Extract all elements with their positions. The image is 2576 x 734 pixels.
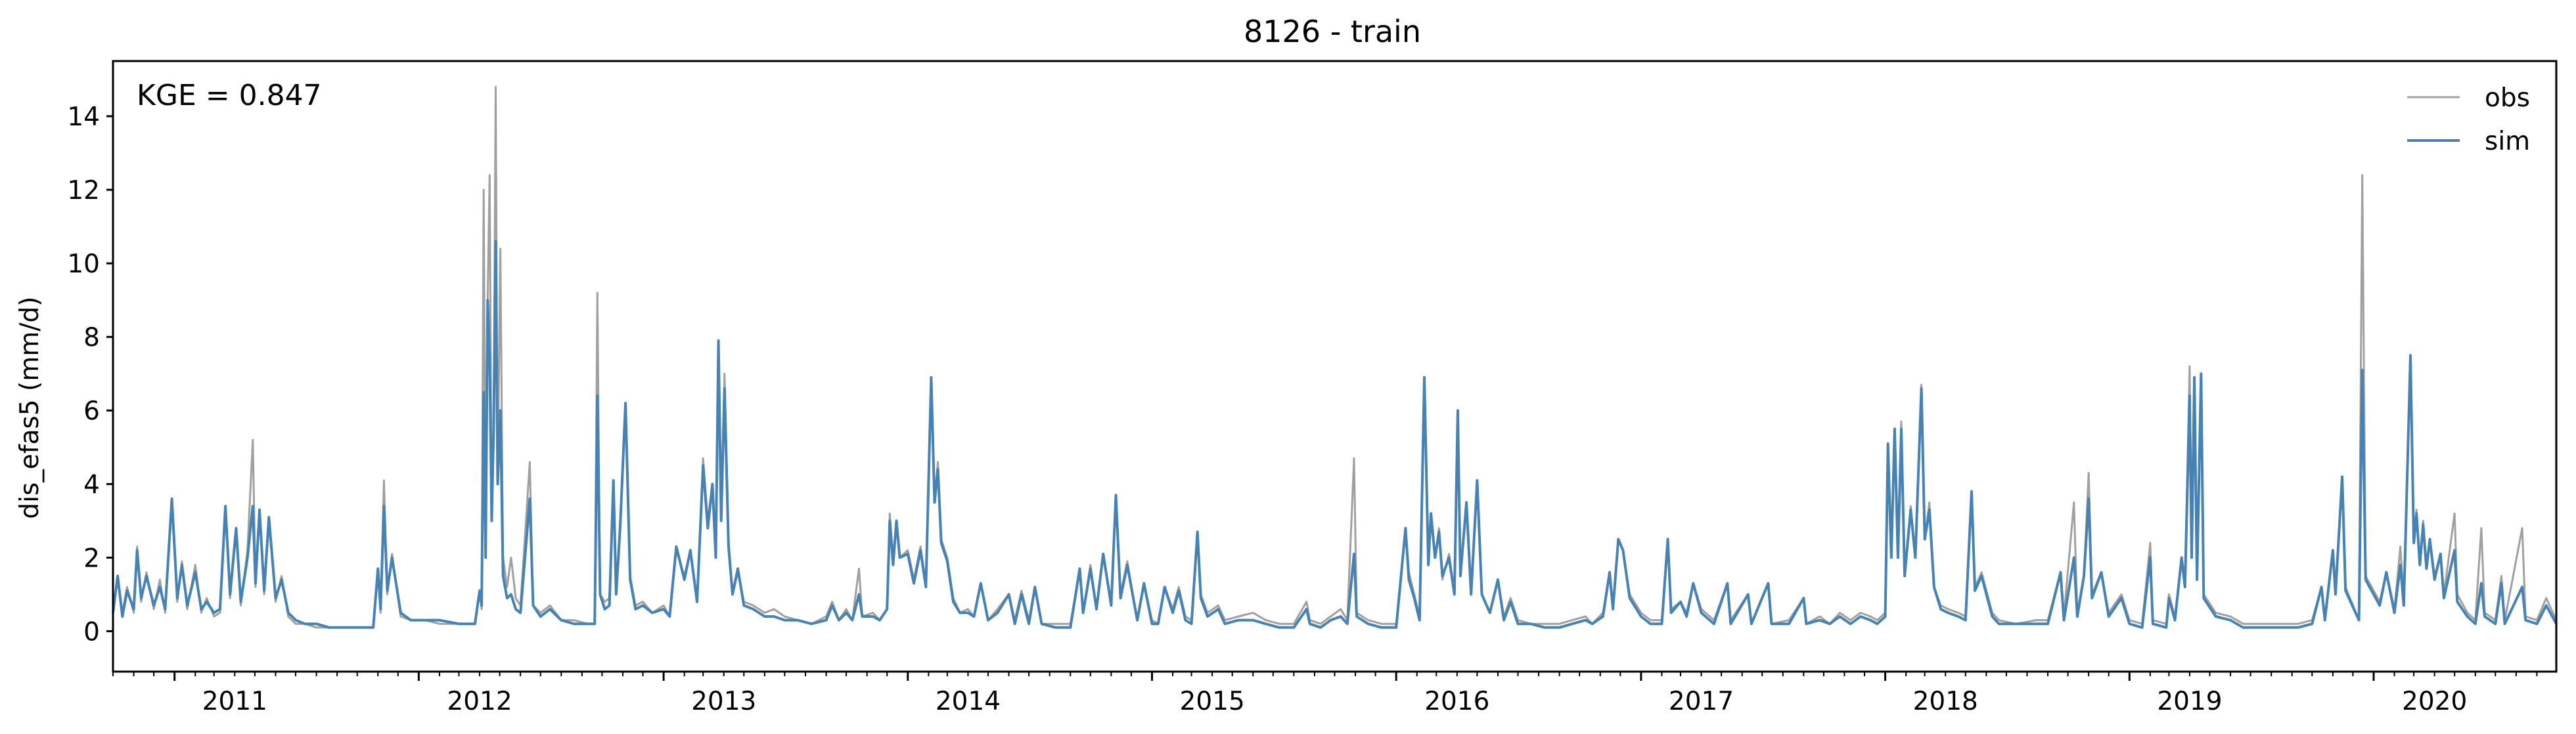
series-line-obs — [112, 85, 2558, 629]
legend-item-sim[interactable]: sim — [2407, 127, 2530, 156]
kge-annotation: KGE = 0.847 — [137, 79, 322, 112]
x-tick-label: 2012 — [447, 687, 512, 716]
y-tick-label: 12 — [67, 176, 100, 205]
x-tick-label: 2011 — [202, 687, 267, 716]
x-tick-label: 2017 — [1669, 687, 1734, 716]
y-tick-label: 10 — [67, 249, 100, 279]
x-tick-label: 2020 — [2402, 687, 2467, 716]
x-tick-label: 2014 — [936, 687, 1001, 716]
x-tick-label: 2019 — [2157, 687, 2222, 716]
plot-area — [112, 60, 2558, 673]
legend-label-sim: sim — [2485, 127, 2530, 156]
x-tick-label: 2015 — [1180, 687, 1245, 716]
x-axis-ticks: 2011 2012 2013 2014 2015 2016 2017 2018 2019 2020 — [112, 672, 2538, 716]
y-axis-ticks: 0 2 4 6 8 10 12 14 — [67, 102, 113, 647]
chart-title: 8126 - train — [1244, 14, 1421, 49]
x-tick-label: 2016 — [1424, 687, 1489, 716]
series-layer — [112, 85, 2558, 629]
legend-item-obs[interactable]: obs — [2407, 83, 2530, 113]
y-tick-label: 8 — [83, 323, 100, 353]
series-line-sim — [112, 240, 2558, 629]
y-tick-label: 4 — [83, 470, 100, 500]
legend-label-obs: obs — [2485, 83, 2530, 113]
y-tick-label: 14 — [67, 102, 100, 132]
y-axis-label: dis_efas5 (mm/d) — [15, 297, 45, 519]
x-tick-label: 2013 — [691, 687, 756, 716]
legend[interactable]: obs sim — [2407, 83, 2530, 156]
y-tick-label: 6 — [83, 397, 100, 426]
y-tick-label: 2 — [83, 544, 100, 573]
x-tick-label: 2018 — [1913, 687, 1978, 716]
y-tick-label: 0 — [83, 617, 100, 647]
